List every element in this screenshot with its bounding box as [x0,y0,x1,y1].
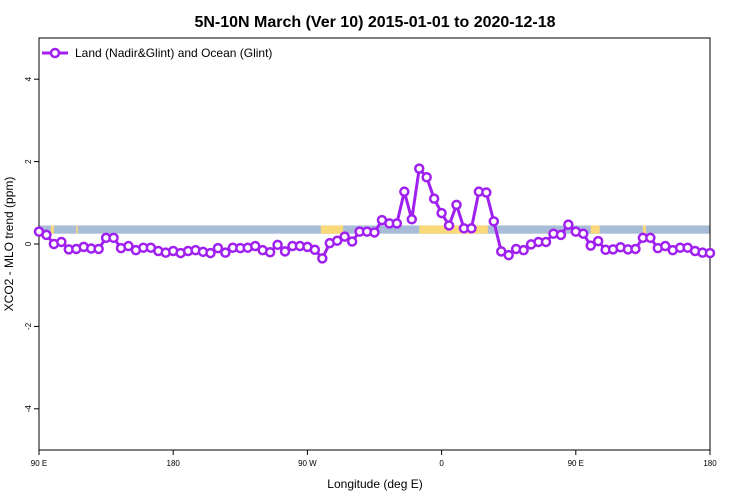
data-point [220,247,231,258]
data-point [346,236,358,247]
data-point [56,236,67,248]
land-segment [320,225,344,234]
data-point [645,232,656,244]
data-point [428,193,440,204]
data-point [488,216,500,227]
y-tick-label: -4 [24,405,33,413]
data-point [451,199,462,211]
data-point [309,244,321,256]
legend-label: Land (Nadir&Glint) and Ocean (Glint) [75,46,272,60]
data-point [406,214,418,225]
x-axis: 90 E 180 90 W 0 90 E 180 [31,450,717,468]
legend-marker [49,47,61,59]
data-point [592,235,604,247]
data-point [123,240,134,252]
data-point [585,240,596,251]
data-point [272,239,283,251]
x-tick-label: 90 E [31,459,47,468]
chart-title: 5N-10N March (Ver 10) 2015-01-01 to 2020… [194,14,555,31]
data-point [108,232,119,244]
data-point [443,220,455,231]
x-tick-label: 180 [703,459,717,468]
data-point [249,240,261,252]
land-segment [419,225,488,234]
series-layer [33,163,716,264]
data-point [704,247,716,259]
y-tick-label: 2 [24,159,33,164]
legend: Land (Nadir&Glint) and Ocean (Glint) [42,46,272,60]
land-segment [642,225,646,234]
data-point [93,243,104,255]
data-point [578,228,589,239]
data-point [391,218,403,229]
data-point [279,246,291,257]
land-segment [50,225,54,234]
x-tick-label: 0 [439,459,444,468]
data-point [660,240,671,252]
plot-frame [38,37,711,451]
data-point [503,249,514,261]
data-point [264,246,276,258]
y-tick-label: 4 [24,76,33,81]
data-point [563,219,574,230]
x-axis-label: Longitude (deg E) [327,477,422,491]
data-point [436,207,447,219]
data-point [399,186,410,197]
data-point [331,235,343,246]
y-tick-label: -2 [24,322,33,330]
x-tick-label: 90 E [568,459,584,468]
data-point [518,244,529,256]
y-tick-label: 0 [24,241,33,246]
y-axis-label: XCO2 - MLO trend (ppm) [2,177,16,312]
data-point [205,247,216,259]
data-point [339,231,350,242]
data-point [317,253,328,264]
data-point [481,187,492,198]
data-point [630,243,641,255]
data-point [212,242,224,254]
x-tick-label: 180 [167,459,181,468]
y-axis: -4 -2 0 2 4 [24,76,39,412]
data-point [555,229,567,241]
data-point [413,163,425,174]
land-segment [590,225,600,234]
data-point [41,229,52,241]
land-segment [76,225,78,234]
x-tick-label: 90 W [298,459,317,468]
data-point [466,223,477,234]
data-point [421,172,432,183]
data-point [540,236,552,248]
data-point [369,227,380,238]
